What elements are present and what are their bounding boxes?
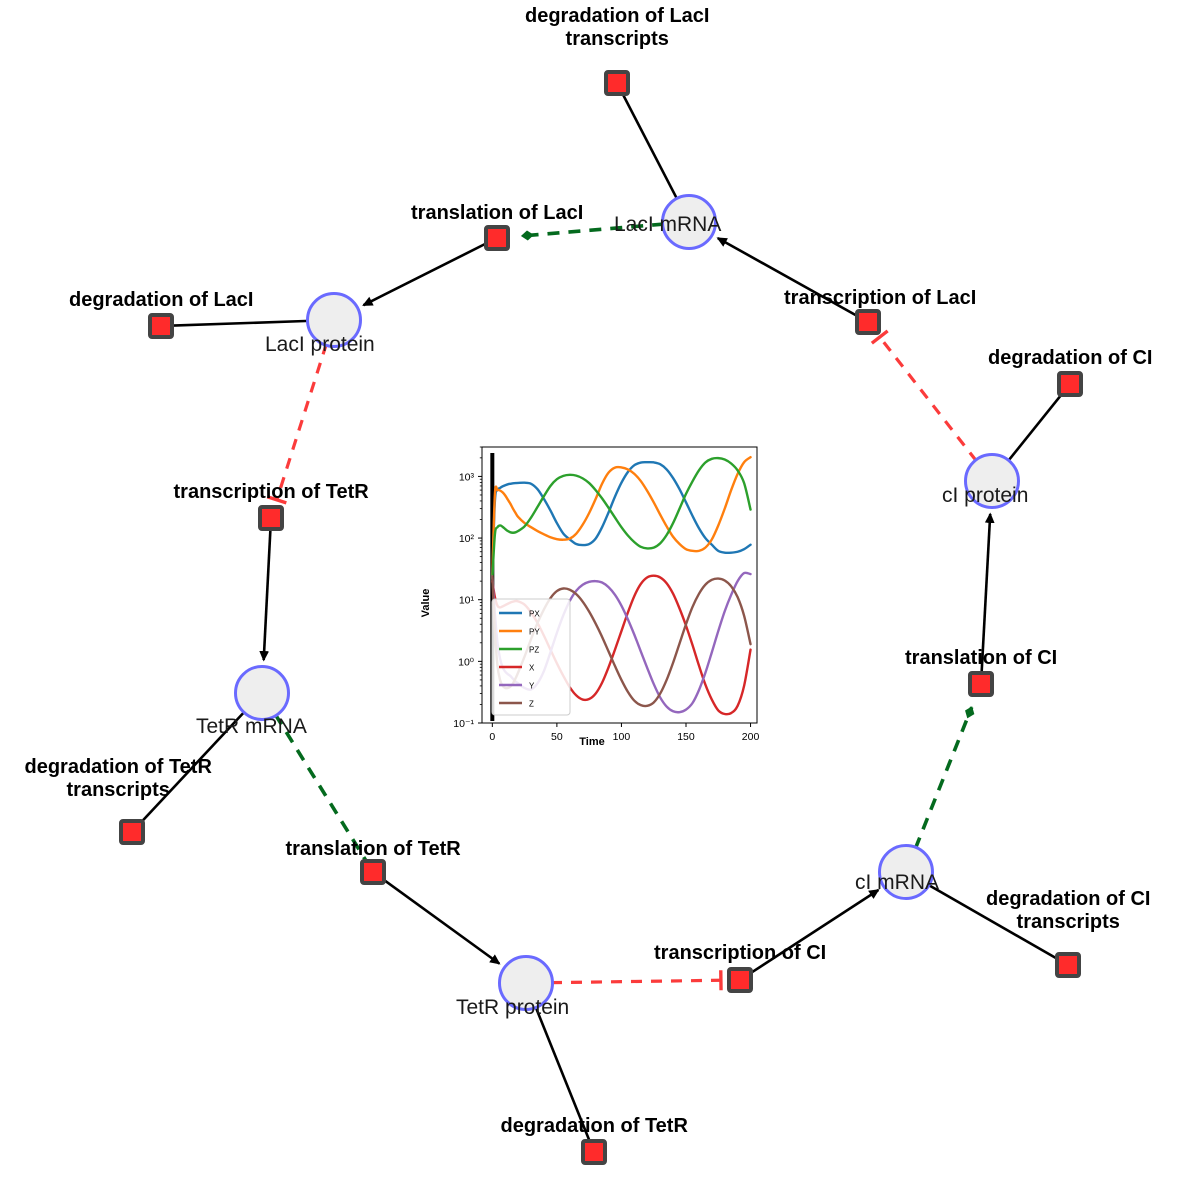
species-node-tetr_prot[interactable] [498,955,554,1011]
species-label-ci_prot: cI protein [942,484,1029,507]
species-label-tetr_prot: TetR protein [456,996,570,1019]
chart-legend-label-Y: Y [529,682,535,691]
chart-ytick-label: 10⁰ [458,656,475,668]
reaction-label-tx_tetr: transcription of TetR [174,481,369,504]
species-label-laci_mrna: LacI mRNA [614,213,722,236]
edge-reaction [980,512,995,673]
species-label-tetr_mrna: TetR mRNA [196,715,307,738]
chart-series-PY [491,455,752,577]
species-node-ci_mrna[interactable] [878,844,934,900]
chart-legend-label-Z: Z [529,700,534,709]
edge-reaction [362,242,487,307]
chart-xtick-label: 0 [489,731,495,743]
reaction-label-line: degradation of TetR [500,1114,688,1137]
reaction-label-tx_ci: transcription of CI [654,942,826,965]
chart-ytick-label: 10⁻¹ [453,718,474,730]
reaction-label-line: transcripts [1016,911,1120,934]
edge-reaction [749,888,880,975]
reaction-label-line: degradation of TetR [24,756,212,778]
reaction-label-line: transcription of TetR [173,480,369,503]
reaction-label-transl_laci: translation of LacI [411,202,583,225]
reaction-label-line: degradation of LacI [525,5,710,27]
reaction-node-deg_ci_tx[interactable] [1055,952,1081,978]
edge-catalysis [520,222,665,241]
reaction-label-line: degradation of CI [988,346,1153,369]
reaction-label-transl_ci: translation of CI [905,647,1057,670]
edge-reaction [621,93,679,201]
reaction-label-tx_laci: transcription of LacI [784,287,976,310]
reaction-label-line: transcripts [565,28,669,51]
edge-inhibition [266,343,328,505]
reaction-label-transl_tetr: translation of TetR [286,838,461,861]
chart-xtick-label: 150 [677,731,695,743]
timecourse-chart-inset[interactable]: 10⁻¹ 10⁰ 10¹ 10² 10³ 0 50 100 150 200 PX PY PZ X Y Z Va… [412,437,760,755]
reaction-node-deg_ci[interactable] [1057,371,1083,397]
edge-catalysis [273,713,369,863]
chart-series-PX [491,460,752,577]
edge-reaction [259,529,272,662]
edge-reaction [716,236,859,318]
chart-xtick-label: 200 [742,731,760,743]
edge-inhibition [550,970,723,991]
reaction-label-line: transcription of CI [654,941,827,964]
reaction-node-transl_ci[interactable] [968,671,994,697]
chart-ytick-label: 10¹ [459,595,475,607]
reaction-label-deg_tetr_tx: degradation of TetR transcripts [25,756,212,802]
reaction-node-deg_tetr[interactable] [581,1139,607,1165]
reaction-label-deg_ci: degradation of CI [988,347,1152,370]
reaction-label-line: translation of LacI [411,201,584,224]
reaction-label-deg_laci: degradation of LacI [69,289,253,312]
chart-svg: 10⁻¹ 10⁰ 10¹ 10² 10³ 0 50 100 150 200 PX PY PZ XYZ Va… [420,446,760,748]
reaction-label-line: translation of CI [905,646,1058,669]
reaction-node-tx_ci[interactable] [727,967,753,993]
chart-xlabel: Time [579,736,604,748]
reaction-label-deg_tetr: degradation of TetR [501,1115,688,1138]
species-node-tetr_mrna[interactable] [234,665,290,721]
chart-legend-label-PZ: PZ [529,646,539,655]
edge-reaction [927,883,1059,961]
reaction-node-tx_tetr[interactable] [258,505,284,531]
reaction-node-transl_tetr[interactable] [360,859,386,885]
chart-xtick-label: 100 [613,731,631,743]
species-node-laci_mrna[interactable] [661,194,717,250]
chart-legend-label-PY: PY [529,628,540,637]
edges [139,93,1064,1142]
reaction-label-line: transcription of LacI [784,286,977,309]
chart-legend-label-PX: PX [529,610,540,619]
reaction-node-deg_tetr_tx[interactable] [119,819,145,845]
chart-ylabel: Value [420,589,432,618]
species-node-ci_prot[interactable] [964,453,1020,509]
reaction-label-deg_ci_tx: degradation of CI transcripts [986,888,1150,934]
chart-legend-label-X: X [529,664,535,673]
edge-reaction [139,710,246,825]
chart-ytick-label: 10² [459,533,475,545]
species-label-ci_mrna: cI mRNA [855,871,939,894]
chart-series-PZ [491,456,752,580]
edge-catalysis [913,706,975,850]
reaction-node-deg_laci_tx[interactable] [604,70,630,96]
edge-inhibition [870,329,978,463]
edge-reaction [1006,392,1064,463]
reaction-label-line: translation of TetR [285,837,461,860]
reaction-node-tx_laci[interactable] [855,309,881,335]
species-node-laci_prot[interactable] [306,292,362,348]
reaction-label-line: transcripts [66,779,170,802]
reaction-label-deg_laci_tx: degradation of LacI transcripts [525,5,709,51]
species-label-laci_prot: LacI protein [265,333,375,356]
edge-reaction [172,319,310,327]
reaction-node-transl_laci[interactable] [484,225,510,251]
chart-xtick-label: 50 [551,731,563,743]
reaction-label-line: degradation of LacI [69,288,254,311]
reaction-node-deg_laci[interactable] [148,313,174,339]
edge-reaction [381,877,501,965]
edge-reaction [534,1005,591,1142]
chart-ytick-label: 10³ [459,471,475,483]
reaction-label-line: degradation of CI [986,888,1151,910]
